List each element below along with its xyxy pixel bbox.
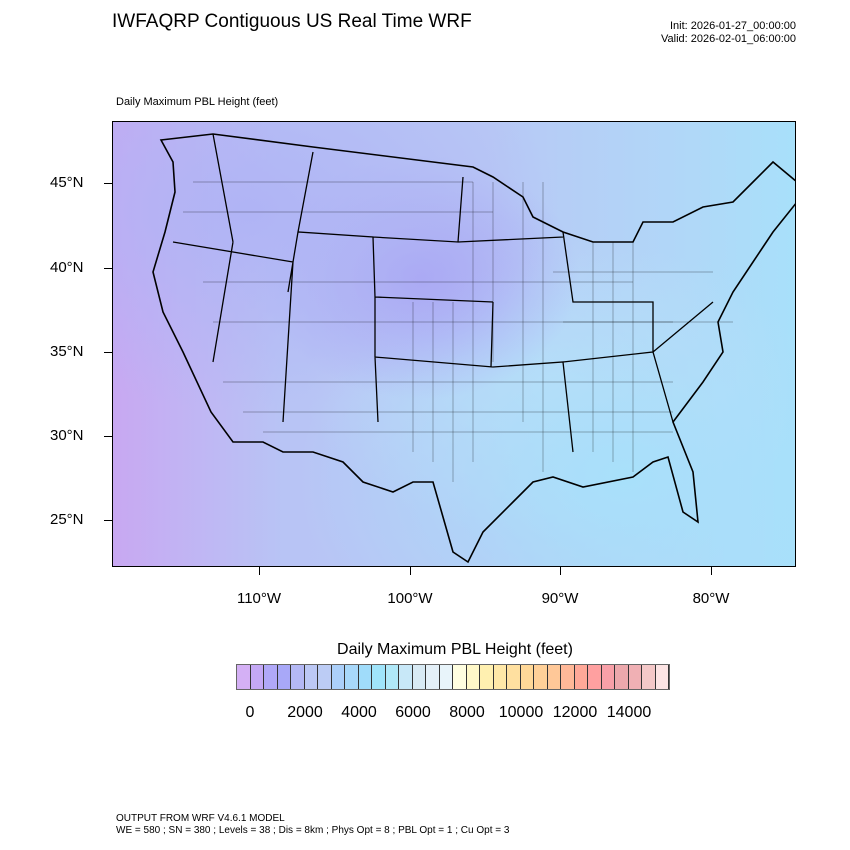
lon-tick bbox=[410, 567, 411, 575]
valid-time: Valid: 2026-02-01_06:00:00 bbox=[661, 33, 796, 45]
plot-title: IWFAQRP Contiguous US Real Time WRF bbox=[112, 11, 472, 32]
colorbar-box bbox=[277, 665, 291, 689]
colorbar-label: 4000 bbox=[341, 704, 377, 721]
colorbar-box bbox=[547, 665, 561, 689]
lon-tick bbox=[259, 567, 260, 575]
colorbar-box bbox=[358, 665, 372, 689]
colorbar-box bbox=[250, 665, 264, 689]
colorbar-box bbox=[574, 665, 588, 689]
colorbar-box bbox=[331, 665, 345, 689]
colorbar-box bbox=[399, 665, 413, 689]
colorbar bbox=[236, 664, 670, 690]
colorbar-box bbox=[304, 665, 318, 689]
colorbar-box bbox=[601, 665, 615, 689]
colorbar-box bbox=[318, 665, 332, 689]
colorbar-box bbox=[561, 665, 575, 689]
footer-model: OUTPUT FROM WRF V4.6.1 MODEL bbox=[116, 813, 285, 824]
lat-label: 35°N bbox=[50, 343, 84, 360]
lat-label: 45°N bbox=[50, 174, 84, 191]
colorbar-box bbox=[642, 665, 656, 689]
lat-label: 30°N bbox=[50, 427, 84, 444]
lat-tick bbox=[104, 436, 112, 437]
colorbar-box bbox=[615, 665, 629, 689]
lat-tick bbox=[104, 520, 112, 521]
colorbar-label: 10000 bbox=[498, 704, 544, 721]
colorbar-box bbox=[237, 665, 251, 689]
us-outline bbox=[152, 133, 795, 564]
colorbar-box bbox=[507, 665, 521, 689]
colorbar-box bbox=[291, 665, 305, 689]
lat-label: 40°N bbox=[50, 259, 84, 276]
colorbar-box bbox=[439, 665, 453, 689]
colorbar-box bbox=[493, 665, 507, 689]
footer-config: WE = 580 ; SN = 380 ; Levels = 38 ; Dis … bbox=[116, 825, 510, 836]
lat-tick bbox=[104, 352, 112, 353]
colorbar-label: 12000 bbox=[552, 704, 598, 721]
colorbar-box bbox=[426, 665, 440, 689]
colorbar-box bbox=[628, 665, 642, 689]
colorbar-box bbox=[520, 665, 534, 689]
colorbar-label: 0 bbox=[245, 704, 255, 721]
map-panel bbox=[112, 121, 796, 567]
colorbar-box bbox=[345, 665, 359, 689]
lon-label: 110°W bbox=[236, 590, 282, 607]
lon-tick bbox=[560, 567, 561, 575]
colorbar-box bbox=[534, 665, 548, 689]
colorbar-box bbox=[264, 665, 278, 689]
lat-tick bbox=[104, 268, 112, 269]
colorbar-box bbox=[385, 665, 399, 689]
colorbar-box bbox=[655, 665, 669, 689]
lat-label: 25°N bbox=[50, 511, 84, 528]
colorbar-box bbox=[480, 665, 494, 689]
colorbar-label: 8000 bbox=[449, 704, 485, 721]
colorbar-box bbox=[588, 665, 602, 689]
init-time: Init: 2026-01-27_00:00:00 bbox=[670, 20, 796, 32]
colorbar-box bbox=[453, 665, 467, 689]
colorbar-label: 14000 bbox=[606, 704, 652, 721]
colorbar-label: 2000 bbox=[287, 704, 323, 721]
field-label: Daily Maximum PBL Height (feet) bbox=[116, 96, 279, 108]
colorbar-box bbox=[466, 665, 480, 689]
lon-label: 90°W bbox=[541, 590, 579, 607]
colorbar-box bbox=[412, 665, 426, 689]
lon-tick bbox=[711, 567, 712, 575]
colorbar-box bbox=[372, 665, 386, 689]
lat-tick bbox=[104, 183, 112, 184]
us-boundaries bbox=[152, 133, 795, 564]
lon-label: 80°W bbox=[692, 590, 730, 607]
colorbar-title: Daily Maximum PBL Height (feet) bbox=[337, 641, 573, 658]
lon-label: 100°W bbox=[387, 590, 433, 607]
colorbar-label: 6000 bbox=[395, 704, 431, 721]
